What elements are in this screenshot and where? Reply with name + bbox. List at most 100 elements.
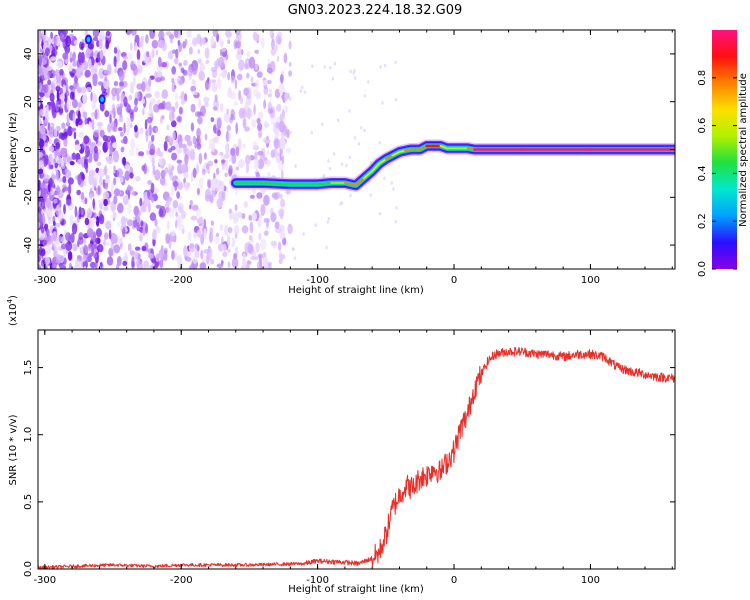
colorbar: 0.0 0.2 0.4 0.6 0.8 Normalized spectral ampl… <box>697 30 749 277</box>
noise-speck <box>129 122 133 129</box>
noise-speck <box>131 30 137 36</box>
noise-speck <box>48 154 53 166</box>
noise-speck <box>207 180 211 189</box>
x-tick-label: 0 <box>451 275 457 286</box>
noise-speck <box>221 159 226 164</box>
noise-speck <box>46 66 53 71</box>
noise-speck <box>43 131 47 142</box>
noise-speck <box>244 126 250 132</box>
noise-speck <box>165 233 170 245</box>
noise-speck <box>50 174 57 180</box>
noise-speck <box>81 42 85 49</box>
noise-speck <box>120 216 127 226</box>
noise-speck <box>209 227 213 235</box>
noise-speck <box>47 182 51 193</box>
noise-speck <box>230 109 235 118</box>
noise-speck <box>270 149 275 158</box>
noise-speck <box>93 253 98 259</box>
noise-speck <box>113 177 117 186</box>
noise-speck <box>137 260 143 269</box>
noise-speck <box>226 130 229 143</box>
noise-speck <box>267 101 272 112</box>
noise-speck <box>325 245 328 250</box>
noise-speck <box>151 49 155 59</box>
noise-speck <box>196 33 202 45</box>
noise-speck <box>91 92 97 104</box>
noise-speck <box>127 202 132 215</box>
noise-speck <box>263 194 270 206</box>
noise-speck <box>208 231 213 243</box>
noise-speck <box>186 30 192 39</box>
noise-speck <box>47 122 51 131</box>
noise-speck <box>65 83 69 93</box>
noise-speck <box>52 220 56 227</box>
noise-speck <box>252 31 258 41</box>
noise-speck <box>349 69 352 74</box>
noise-speck <box>159 259 164 269</box>
noise-speck <box>63 204 66 215</box>
noise-speck <box>394 98 398 102</box>
noise-speck <box>51 264 58 269</box>
noise-speck <box>44 118 49 124</box>
noise-speck <box>245 262 249 269</box>
noise-speck <box>219 224 224 232</box>
noise-speck <box>167 163 173 170</box>
noise-speck <box>394 60 397 65</box>
noise-speck <box>39 235 44 241</box>
x-tick-label: 100 <box>581 275 600 286</box>
noise-speck <box>255 242 260 253</box>
noise-speck <box>278 258 283 264</box>
noise-speck <box>263 230 269 236</box>
noise-speck <box>60 99 65 109</box>
noise-speck <box>277 31 283 38</box>
colorbar-axes: 0.0 0.2 0.4 0.6 0.8 <box>697 70 737 277</box>
noise-speck <box>248 235 253 241</box>
noise-speck <box>40 58 47 65</box>
noise-speck <box>71 98 78 109</box>
noise-speck <box>203 228 207 240</box>
noise-speck <box>83 135 90 145</box>
noise-speck <box>56 170 59 181</box>
noise-speck <box>154 70 158 80</box>
noise-speck <box>155 127 159 133</box>
noise-speck <box>238 107 245 119</box>
noise-speck <box>271 32 275 43</box>
noise-speck <box>184 38 188 46</box>
noise-speck <box>38 76 42 84</box>
noise-speck <box>146 149 150 156</box>
noise-speck <box>221 69 227 79</box>
noise-speck <box>182 69 188 76</box>
noise-speck <box>97 168 105 178</box>
noise-speck <box>113 80 119 87</box>
noise-speck <box>291 247 295 251</box>
noise-speck <box>158 156 163 165</box>
noise-speck <box>146 51 150 58</box>
noise-speck <box>160 61 168 68</box>
noise-speck <box>92 30 100 38</box>
noise-speck <box>85 48 91 59</box>
noise-speck <box>127 243 132 252</box>
noise-speck <box>314 223 317 227</box>
noise-speck <box>207 169 211 175</box>
noise-speck <box>175 77 181 82</box>
noise-speck <box>56 156 62 165</box>
noise-speck <box>245 99 249 112</box>
noise-speck <box>129 138 136 150</box>
noise-speck <box>251 212 257 221</box>
snr-scale-label: (x104) <box>6 295 19 326</box>
noise-speck <box>123 135 128 145</box>
noise-speck <box>97 237 101 244</box>
y-tick-label: 1.5 <box>23 360 34 376</box>
noise-speck <box>275 155 281 163</box>
noise-speck <box>62 164 65 170</box>
noise-speck <box>214 94 218 103</box>
noise-speck <box>137 64 143 74</box>
noise-speck <box>246 72 250 79</box>
noise-speck <box>103 198 108 207</box>
noise-speck <box>178 224 185 231</box>
noise-speck <box>38 43 41 55</box>
noise-speck <box>262 256 269 268</box>
noise-speck <box>82 111 88 119</box>
noise-speck <box>88 121 92 128</box>
noise-speck <box>63 138 68 147</box>
